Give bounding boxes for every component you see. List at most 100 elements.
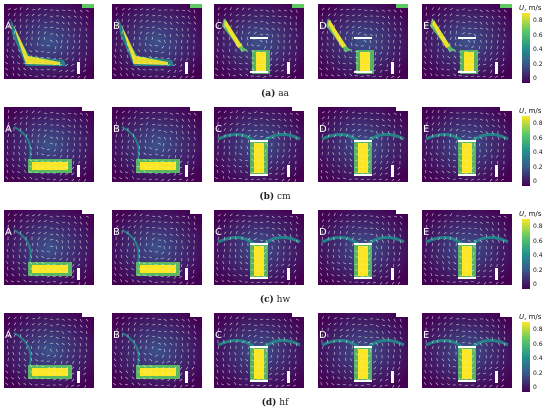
colorbar-tick: 0.4 [533,355,543,362]
colorbar-unit: , m/s [524,210,542,218]
obstacle-bottom [354,174,372,176]
colorbar-title: U, m/s [519,313,541,321]
figure-row-3: A B C D E U, m/s 0.8 0.6 0.4 0.2 0 (c) hw [0,210,550,310]
outlet [77,371,80,383]
inlet [82,4,94,8]
panel-label: A [5,21,12,32]
caption-letter: (c) [259,295,274,305]
colorbar [522,322,550,398]
velocity-arrows [319,110,403,182]
colorbar [522,219,550,295]
velocity-arrows [319,316,403,388]
velocity-panel-e: E [422,107,512,182]
inlet [190,4,202,8]
velocity-arrows [5,6,89,79]
panel-label: A [5,227,12,238]
panel-label: A [5,124,12,135]
outlet [287,165,290,177]
obstacle-bottom [354,277,372,279]
panel-label: E [423,124,430,135]
velocity-arrows [423,6,507,78]
inlet [292,313,304,317]
inlet [292,4,304,8]
outlet [185,62,188,74]
figure-row-1: A B C D E U, m/s 0.8 0.6 0.4 0.2 0 (a) aa [0,4,550,104]
velocity-panel-e: E [422,4,512,79]
obstacle-top [458,243,476,245]
velocity-panel-d: D [318,313,408,388]
caption-letter: (a) [261,89,276,99]
inlet [396,4,408,8]
colorbar-tick: 0 [533,75,537,82]
colorbar-variable: U [519,107,525,115]
inlet [82,107,94,111]
obstacle-bottom [250,71,268,73]
colorbar-unit: , m/s [524,313,542,321]
velocity-panel-e: E [422,210,512,285]
colorbar-tick: 0.8 [533,17,543,24]
inlet [82,313,94,317]
obstacle-top [354,346,372,348]
inlet [500,210,512,214]
inlet [396,107,408,111]
row-caption: (d) hf [0,398,550,408]
obstacle-top [250,346,268,348]
velocity-panel-b: B [112,313,202,388]
velocity-panel-a: A [4,107,94,182]
colorbar-tick: 0.2 [533,369,543,377]
velocity-panel-a: A [4,4,94,79]
colorbar-tick: 0.8 [533,326,543,333]
obstacle-bottom [354,380,372,382]
velocity-panel-a: A [4,313,94,388]
colorbar [522,116,550,192]
outlet [391,165,394,177]
panel-label: D [319,21,327,32]
colorbar-unit: , m/s [524,107,542,115]
obstacle-top [354,243,372,245]
velocity-panel-c: C [214,210,304,285]
figure-row-2: A B C D E U, m/s 0.8 0.6 0.4 0.2 0 (b) cm [0,107,550,207]
panel-label: C [215,21,222,32]
row-caption: (b) cm [0,192,550,202]
obstacle-bottom [458,174,476,176]
obstacle-top [250,243,268,245]
outlet [77,268,80,280]
obstacle-bottom [250,174,268,176]
room-domain [318,4,408,79]
velocity-arrows [113,110,197,182]
obstacle-bottom [250,380,268,382]
figure-row-4: A B C D E U, m/s 0.8 0.6 0.4 0.2 0 (d) hf [0,313,550,413]
colorbar-variable: U [519,210,525,218]
velocity-panel-d: D [318,4,408,79]
outlet [287,62,290,74]
colorbar-tick: 0 [533,384,537,391]
inlet [396,210,408,214]
panel-label: C [215,227,222,238]
velocity-panel-c: C [214,4,304,79]
outlet [495,62,498,74]
colorbar-unit: , m/s [524,4,542,12]
velocity-panel-c: C [214,313,304,388]
velocity-arrows [215,110,299,182]
inlet [500,107,512,111]
panel-label: B [113,124,120,135]
colorbar-tick: 0.6 [533,237,543,245]
caption-letter: (b) [259,192,275,202]
colorbar-variable: U [519,4,525,12]
panel-label: C [215,330,222,341]
inlet [190,313,202,317]
velocity-arrows [215,7,298,79]
outlet [185,371,188,383]
velocity-panel-b: B [112,107,202,182]
colorbar-variable: U [519,313,525,321]
caption-text: hf [276,398,289,408]
velocity-panel-e: E [422,313,512,388]
velocity-arrows [319,212,403,285]
panel-label: E [423,227,430,238]
obstacle-bottom [250,277,268,279]
inlet [292,107,304,111]
row-caption: (c) hw [0,295,550,305]
inlet [190,107,202,111]
obstacle-top [458,346,476,348]
obstacle-top [250,140,268,142]
